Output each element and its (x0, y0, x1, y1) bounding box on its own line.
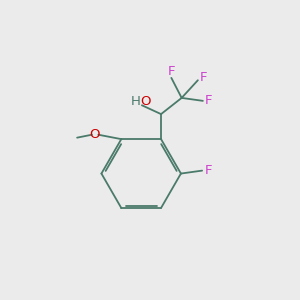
Text: O: O (89, 128, 100, 141)
Text: O: O (140, 95, 151, 108)
Text: F: F (204, 164, 212, 177)
Text: F: F (200, 71, 208, 84)
Text: F: F (168, 65, 175, 79)
Text: H: H (130, 95, 140, 108)
Text: F: F (205, 94, 212, 107)
